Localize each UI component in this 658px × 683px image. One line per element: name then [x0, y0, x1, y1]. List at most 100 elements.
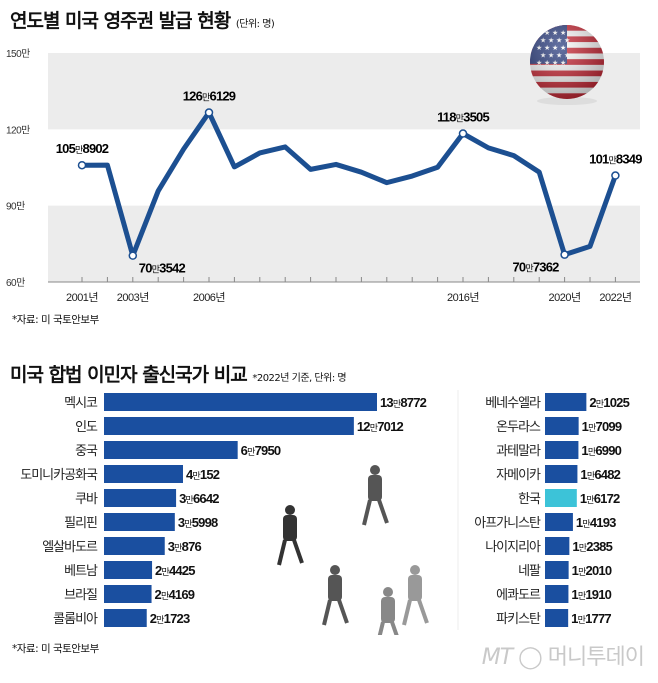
value-label: 6만7950 [241, 443, 281, 458]
data-label: 118만3505 [437, 110, 489, 125]
label-part: 7950 [255, 443, 281, 458]
label-unit: 만 [161, 591, 169, 601]
country-label: 쿠바 [75, 491, 98, 506]
label-unit: 만 [161, 567, 169, 577]
data-label: 126만6129 [183, 89, 236, 104]
figure-head [330, 565, 340, 575]
label-part: 1 [572, 563, 579, 578]
value-label: 1만1777 [571, 611, 611, 626]
watermark-name: 머니투데이 [547, 645, 645, 670]
label-part: 3505 [463, 110, 489, 125]
label-unit: 만 [456, 114, 464, 124]
label-part: 4 [186, 467, 194, 482]
data-point [204, 108, 214, 117]
value-label: 1만6990 [581, 443, 621, 458]
bar [104, 513, 175, 531]
country-label: 인도 [75, 419, 98, 434]
bar [545, 465, 578, 483]
data-point [458, 129, 468, 138]
bar [104, 537, 165, 555]
label-part: 4425 [169, 563, 195, 578]
x-tick-label: 2003년 [117, 291, 149, 304]
label-unit: 만 [586, 495, 594, 505]
label-part: 1777 [585, 611, 611, 626]
label-unit: 만 [174, 543, 182, 553]
label-part: 5998 [192, 515, 218, 530]
label-part: 1 [582, 419, 589, 434]
label-unit: 만 [156, 615, 164, 625]
figure-body [328, 575, 342, 601]
country-label: 엘살바도르 [42, 539, 98, 554]
y-tick-label: 90만 [6, 201, 25, 213]
label-part: 6129 [210, 89, 236, 104]
x-tick-label: 2001년 [66, 291, 98, 304]
label-part: 1 [580, 467, 587, 482]
label-part: 105 [56, 141, 76, 156]
country-label: 과테말라 [496, 443, 541, 458]
line-chart-source: *자료: 미 국토안보부 [12, 314, 99, 326]
label-part: 7012 [377, 419, 403, 434]
label-part: 1 [581, 443, 588, 458]
y-tick-label: 60만 [6, 277, 25, 289]
label-part: 8772 [400, 395, 426, 410]
label-unit: 만 [596, 399, 604, 409]
label-unit: 만 [578, 567, 586, 577]
value-label: 2만4169 [155, 587, 195, 602]
bar [545, 393, 587, 411]
label-part: 4169 [168, 587, 194, 602]
country-label: 온두라스 [496, 419, 541, 434]
label-unit: 만 [393, 399, 401, 409]
country-label: 아프가니스탄 [474, 515, 541, 530]
label-part: 1 [571, 611, 578, 626]
us-flag-icon: ★★★★★★★★★★★★★★★★★★★★ [530, 25, 604, 105]
bar [104, 441, 238, 459]
bar [104, 417, 354, 435]
label-unit: 만 [75, 145, 83, 155]
line-chart-title-text: 연도별 미국 영주권 발급 현황 [10, 10, 231, 32]
watermark-mt: MT [481, 645, 513, 670]
figure-body [381, 597, 395, 623]
label-unit: 만 [582, 519, 590, 529]
bar [104, 393, 377, 411]
label-part: 101 [589, 152, 609, 167]
bar [545, 513, 573, 531]
label-part: 1 [580, 491, 587, 506]
label-part: 2 [155, 587, 162, 602]
x-tick-label: 2006년 [193, 291, 225, 304]
country-label: 파키스탄 [496, 611, 541, 626]
figure-legs [402, 599, 429, 626]
data-point [77, 160, 87, 170]
bar [104, 465, 183, 483]
bar [545, 585, 569, 603]
label-part: 1025 [603, 395, 629, 410]
bar-chart-source: *자료: 미 국토안보부 [12, 643, 99, 655]
figure-legs [322, 599, 349, 626]
label-part: 2385 [586, 539, 612, 554]
data-point [611, 171, 620, 180]
migrant-figure-icon [402, 565, 429, 626]
label-part: 6 [241, 443, 248, 458]
figure-legs [362, 499, 389, 526]
series-line [81, 110, 618, 259]
label-part: 3 [168, 539, 175, 554]
value-label: 1만7099 [582, 419, 622, 434]
label-unit: 만 [587, 471, 595, 481]
label-part: 2 [150, 611, 157, 626]
label-part: 12 [357, 419, 370, 434]
label-part: 7099 [596, 419, 622, 434]
bar [545, 417, 579, 435]
data-point [128, 251, 138, 260]
label-unit: 만 [578, 615, 586, 625]
value-label: 4만152 [186, 467, 220, 482]
bar-chart-title-text: 미국 합법 이민자 출신국가 비교 [10, 364, 248, 386]
data-label: 70만7362 [513, 260, 560, 275]
label-part: 1910 [585, 587, 611, 602]
bar [545, 609, 569, 627]
label-part: 1 [571, 587, 578, 602]
country-label: 에콰도르 [496, 587, 541, 602]
label-unit: 만 [370, 423, 378, 433]
label-part: 13 [380, 395, 393, 410]
label-part: 118 [437, 110, 456, 125]
label-part: 70 [513, 260, 526, 275]
